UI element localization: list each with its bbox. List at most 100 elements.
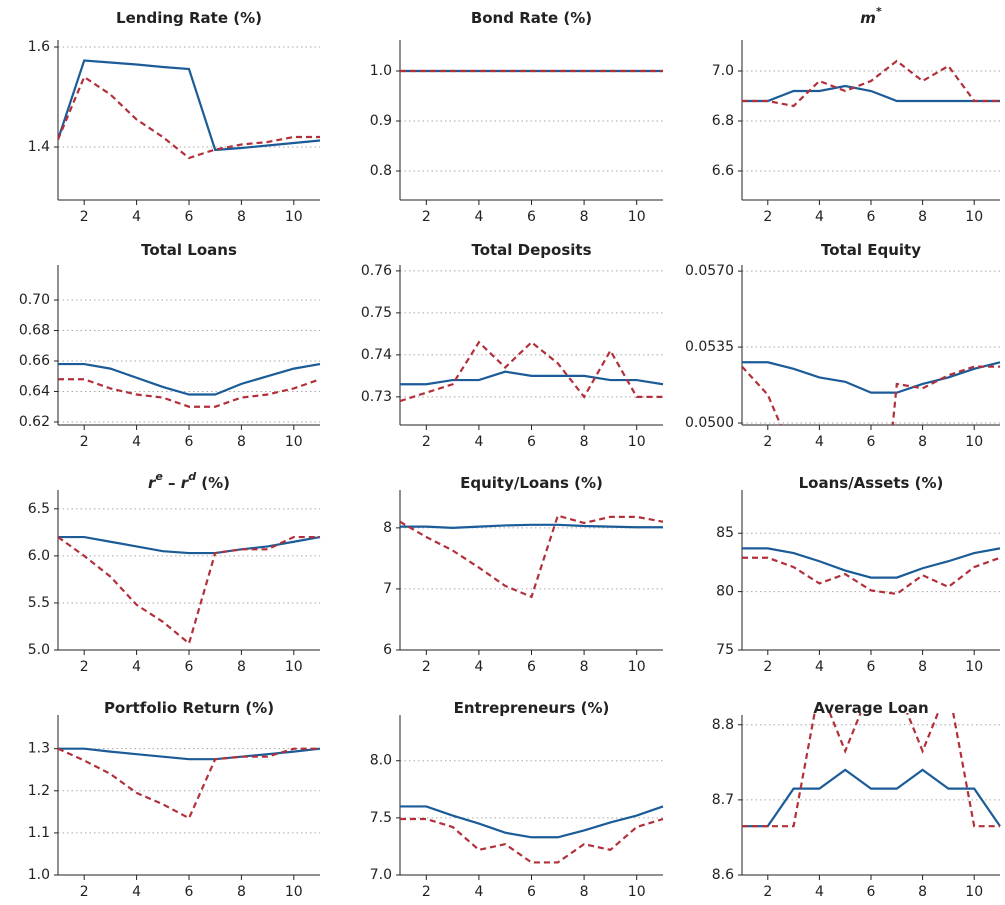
y-tick-label: 7.0	[712, 63, 734, 79]
chart-title: Total Loans	[141, 241, 237, 259]
series-line	[400, 340, 663, 403]
x-tick-label: 2	[80, 434, 89, 450]
panel: re – rd (%)5.05.56.06.52 4 6 8 10	[28, 470, 321, 675]
x-tick-label: 2	[422, 434, 431, 450]
y-tick-label: 7	[383, 581, 392, 597]
x-tick-label: 2	[763, 659, 772, 675]
x-tick-label: 6	[527, 884, 536, 900]
y-tick-label: 0.68	[19, 323, 50, 339]
x-tick-label: 6	[185, 659, 194, 675]
y-tick-label: 85	[716, 525, 734, 541]
x-tick-label: 6	[867, 434, 876, 450]
title-part: Total Loans	[141, 241, 237, 259]
x-tick-label: 8	[918, 884, 927, 900]
y-tick-label: 0.76	[361, 263, 392, 279]
x-tick-label: 2	[763, 434, 772, 450]
series-line	[742, 713, 1000, 828]
x-tick-label: 6	[185, 434, 194, 450]
x-tick-label: 10	[628, 659, 646, 675]
x-tick-label: 6	[185, 884, 194, 900]
x-tick-label: 2	[763, 209, 772, 225]
y-tick-label: 0.62	[19, 414, 50, 430]
x-tick-label: 10	[628, 884, 646, 900]
y-tick-label: 0.8	[370, 163, 392, 179]
y-tick-label: 6.8	[712, 113, 734, 129]
series-line	[58, 378, 321, 408]
y-tick-label: 0.0500	[685, 415, 734, 431]
y-tick-label: 1.4	[28, 139, 50, 155]
y-tick-label: 8.6	[712, 867, 734, 883]
title-part: Equity/Loans (%)	[460, 474, 603, 492]
y-tick-label: 7.5	[370, 810, 392, 826]
x-tick-label: 6	[867, 209, 876, 225]
y-tick-label: 0.64	[19, 383, 50, 399]
x-tick-label: 4	[474, 884, 483, 900]
x-tick-label: 8	[237, 209, 246, 225]
title-part: (%)	[196, 474, 230, 492]
y-tick-label: 0.73	[361, 389, 392, 405]
x-tick-label: 8	[237, 659, 246, 675]
x-tick-label: 10	[965, 884, 983, 900]
x-tick-label: 6	[185, 209, 194, 225]
x-tick-label: 10	[285, 434, 303, 450]
series-line	[742, 361, 1001, 394]
y-tick-label: 6.5	[28, 501, 50, 517]
x-tick-label: 6	[527, 659, 536, 675]
y-tick-label: 1.0	[28, 867, 50, 883]
panel: Total Equity 0.0500 0.0535 0.0570 2 4 6 8 10	[685, 241, 1001, 450]
x-tick-label: 4	[132, 884, 141, 900]
panel: Total Deposits 0.73 0.74 0.75 0.76 2 4 6 8 10	[361, 241, 664, 450]
x-tick-label: 10	[965, 434, 983, 450]
series-line	[58, 75, 320, 160]
y-tick-label: 0.75	[361, 305, 392, 321]
x-tick-label: 10	[285, 209, 303, 225]
y-tick-label: 1.2	[28, 783, 50, 799]
x-tick-label: 4	[815, 884, 824, 900]
series-line	[742, 59, 1000, 108]
y-tick-label: 0.74	[361, 347, 392, 363]
series-line	[400, 514, 664, 599]
x-tick-label: 10	[285, 884, 303, 900]
series-line	[58, 59, 321, 152]
x-tick-label: 2	[422, 884, 431, 900]
x-tick-label: 8	[580, 434, 589, 450]
x-tick-label: 4	[815, 659, 824, 675]
y-tick-label: 6.0	[28, 548, 50, 564]
y-tick-label: 8.7	[712, 792, 734, 808]
x-tick-label: 2	[763, 884, 772, 900]
panel: Lending Rate (%) 1.4 1.6 2 4 6 8 10	[28, 9, 321, 225]
title-part: –	[163, 474, 181, 492]
x-tick-label: 6	[527, 434, 536, 450]
series-line	[742, 547, 1001, 579]
chart-title: Equity/Loans (%)	[460, 474, 603, 492]
y-tick-label: 6.6	[712, 163, 734, 179]
panel: Bond Rate (%) 0.8 0.9 1.0 2 4 6 8 10	[370, 9, 663, 225]
title-part: Total Equity	[821, 241, 921, 259]
x-tick-label: 2	[422, 659, 431, 675]
panel: Portfolio Return (%) 1.0 1.1 1.2 1.3 2 4 6 8 10	[28, 699, 321, 900]
series-line	[58, 535, 320, 646]
panel: Entrepreneurs (%) 7.0 7.5 8.0 2 4 6 8 10	[370, 699, 664, 900]
x-tick-label: 4	[474, 434, 483, 450]
chart-title: re – rd (%)	[148, 470, 230, 492]
x-tick-label: 8	[918, 659, 927, 675]
chart-title: m*	[860, 5, 882, 27]
x-tick-label: 8	[580, 209, 589, 225]
x-tick-label: 4	[132, 434, 141, 450]
y-tick-label: 0.66	[19, 353, 50, 369]
x-tick-label: 4	[815, 209, 824, 225]
series-line	[742, 84, 1000, 103]
chart-title: Lending Rate (%)	[116, 9, 262, 27]
y-tick-label: 75	[716, 642, 734, 658]
chart-title: Average Loan	[813, 699, 928, 717]
panel: Loans/Assets (%) 75 80 85 2 4 6 8 10	[716, 474, 1001, 675]
x-tick-label: 4	[474, 659, 483, 675]
y-tick-label: 0.9	[370, 113, 392, 129]
title-part: *	[876, 5, 882, 18]
y-tick-label: 1.3	[28, 741, 50, 757]
title-part: r	[148, 474, 157, 492]
series-line	[58, 747, 321, 761]
title-part: Portfolio Return (%)	[104, 699, 274, 717]
x-tick-label: 4	[815, 434, 824, 450]
y-tick-label: 1.1	[28, 825, 50, 841]
